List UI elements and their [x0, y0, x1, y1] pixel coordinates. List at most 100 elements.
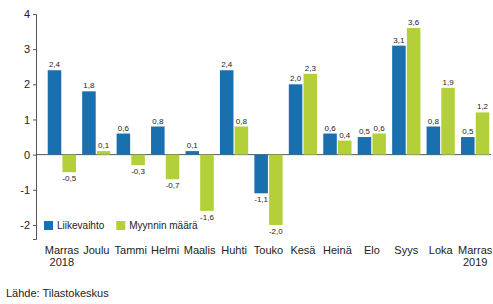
y-tick-mark — [33, 119, 36, 120]
y-tick: 4 — [24, 8, 36, 20]
y-tick: -1 — [20, 184, 36, 196]
data-label: 0,1 — [187, 141, 199, 150]
data-label: 1,2 — [477, 102, 489, 111]
legend-item: Liikevaihto — [44, 220, 105, 231]
x-tick-label: Joulu — [83, 244, 109, 256]
data-label: 3,1 — [393, 36, 405, 45]
legend-swatch — [116, 221, 125, 230]
bar — [476, 112, 490, 154]
bar — [427, 127, 441, 155]
bar — [269, 155, 283, 225]
bar — [235, 127, 249, 155]
bar — [358, 137, 372, 155]
data-label: 0,8 — [236, 117, 248, 126]
y-tick: 1 — [24, 113, 36, 125]
x-tick: Kesä — [290, 243, 316, 256]
y-tick-label: 2 — [24, 78, 30, 90]
y-tick-mark — [33, 49, 36, 50]
y-tick-label: -1 — [20, 184, 30, 196]
y-tick-mark — [33, 84, 36, 85]
x-tick: Joulu — [83, 243, 109, 256]
data-label: -1,1 — [254, 195, 268, 204]
data-label: 0,8 — [152, 117, 164, 126]
legend-swatch — [44, 221, 53, 230]
data-label: 2,4 — [49, 60, 61, 69]
y-tick-label: 3 — [24, 43, 30, 55]
legend-item: Myynnin määrä — [116, 220, 198, 231]
x-tick: Marras2018 — [45, 243, 80, 268]
bar — [48, 70, 62, 154]
data-label: 1,8 — [83, 81, 95, 90]
data-label: 2,4 — [221, 60, 233, 69]
bar — [200, 155, 214, 211]
bar — [131, 155, 145, 166]
y-tick-mark — [33, 155, 36, 156]
bar — [441, 88, 455, 155]
x-tick: Tammi — [115, 243, 147, 256]
bar — [97, 151, 111, 155]
legend-label: Myynnin määrä — [129, 220, 198, 231]
y-tick-label: 1 — [24, 113, 30, 125]
bar — [338, 141, 352, 155]
x-tick: Marras2019 — [458, 243, 493, 268]
x-tick-label: Heinä — [323, 244, 353, 256]
y-tick-mark — [33, 225, 36, 226]
y-tick-mark — [33, 14, 36, 15]
x-tick-label: Syys — [394, 244, 418, 256]
data-label: 0,1 — [98, 141, 110, 150]
y-tick-label: 4 — [24, 8, 30, 20]
data-label: -0,5 — [62, 174, 76, 183]
data-label: 0,6 — [374, 124, 386, 133]
y-tick: -2 — [20, 219, 36, 231]
x-tick-label: Elo — [364, 244, 380, 256]
x-tick-label: Helmi — [151, 244, 179, 256]
x-tick-label: Kesä — [290, 244, 316, 256]
data-label: 2,3 — [305, 64, 317, 73]
y-tick-mark — [33, 190, 36, 191]
bar — [62, 155, 76, 173]
bar — [254, 155, 268, 194]
data-label: 0,5 — [359, 127, 371, 136]
data-label: -2,0 — [269, 227, 283, 236]
x-tick-label: Huhti — [221, 244, 247, 256]
y-axis-line — [33, 15, 37, 240]
x-tick: Huhti — [221, 243, 247, 256]
bar — [392, 46, 406, 155]
data-label: 0,6 — [324, 124, 336, 133]
chart: -2-1012342,41,80,60,80,12,4-1,12,00,60,5… — [0, 0, 493, 304]
bar — [461, 137, 475, 155]
y-tick: 3 — [24, 43, 36, 55]
bar — [304, 74, 318, 155]
data-labels: 2,41,80,60,80,12,4-1,12,00,60,53,10,80,5… — [49, 18, 489, 236]
y-tick-label: 0 — [24, 149, 30, 161]
bar — [289, 84, 303, 154]
bar — [82, 91, 96, 154]
bars — [48, 28, 490, 225]
bar — [185, 151, 199, 155]
data-label: -1,6 — [200, 213, 214, 222]
bar — [166, 155, 180, 180]
x-tick-label: Maalis — [184, 244, 216, 256]
data-label: -0,7 — [166, 181, 180, 190]
bar — [372, 134, 386, 155]
x-tick: Heinä — [323, 243, 353, 256]
data-label: 3,6 — [408, 18, 420, 27]
legend-label: Liikevaihto — [57, 220, 105, 231]
x-tick: Syys — [394, 243, 418, 256]
data-label: 0,6 — [118, 124, 130, 133]
y-tick: 2 — [24, 78, 36, 90]
bar — [323, 134, 337, 155]
data-label: -0,3 — [131, 167, 145, 176]
data-label: 2,0 — [290, 74, 302, 83]
data-label: 1,9 — [443, 78, 455, 87]
x-tick: Maalis — [184, 243, 216, 256]
data-label: 0,4 — [339, 131, 351, 140]
x-tick-label: Touko — [254, 244, 283, 256]
x-tick: Elo — [364, 243, 380, 256]
x-tick-label: Marras2019 — [458, 244, 493, 269]
bar — [407, 28, 421, 155]
x-axis: Marras2018Joulu Tammi Helmi Maalis Huhti Touk… — [45, 243, 493, 268]
x-tick-label: Loka — [429, 244, 454, 256]
x-tick: Helmi — [151, 243, 179, 256]
x-tick-label: Marras2018 — [45, 244, 80, 269]
